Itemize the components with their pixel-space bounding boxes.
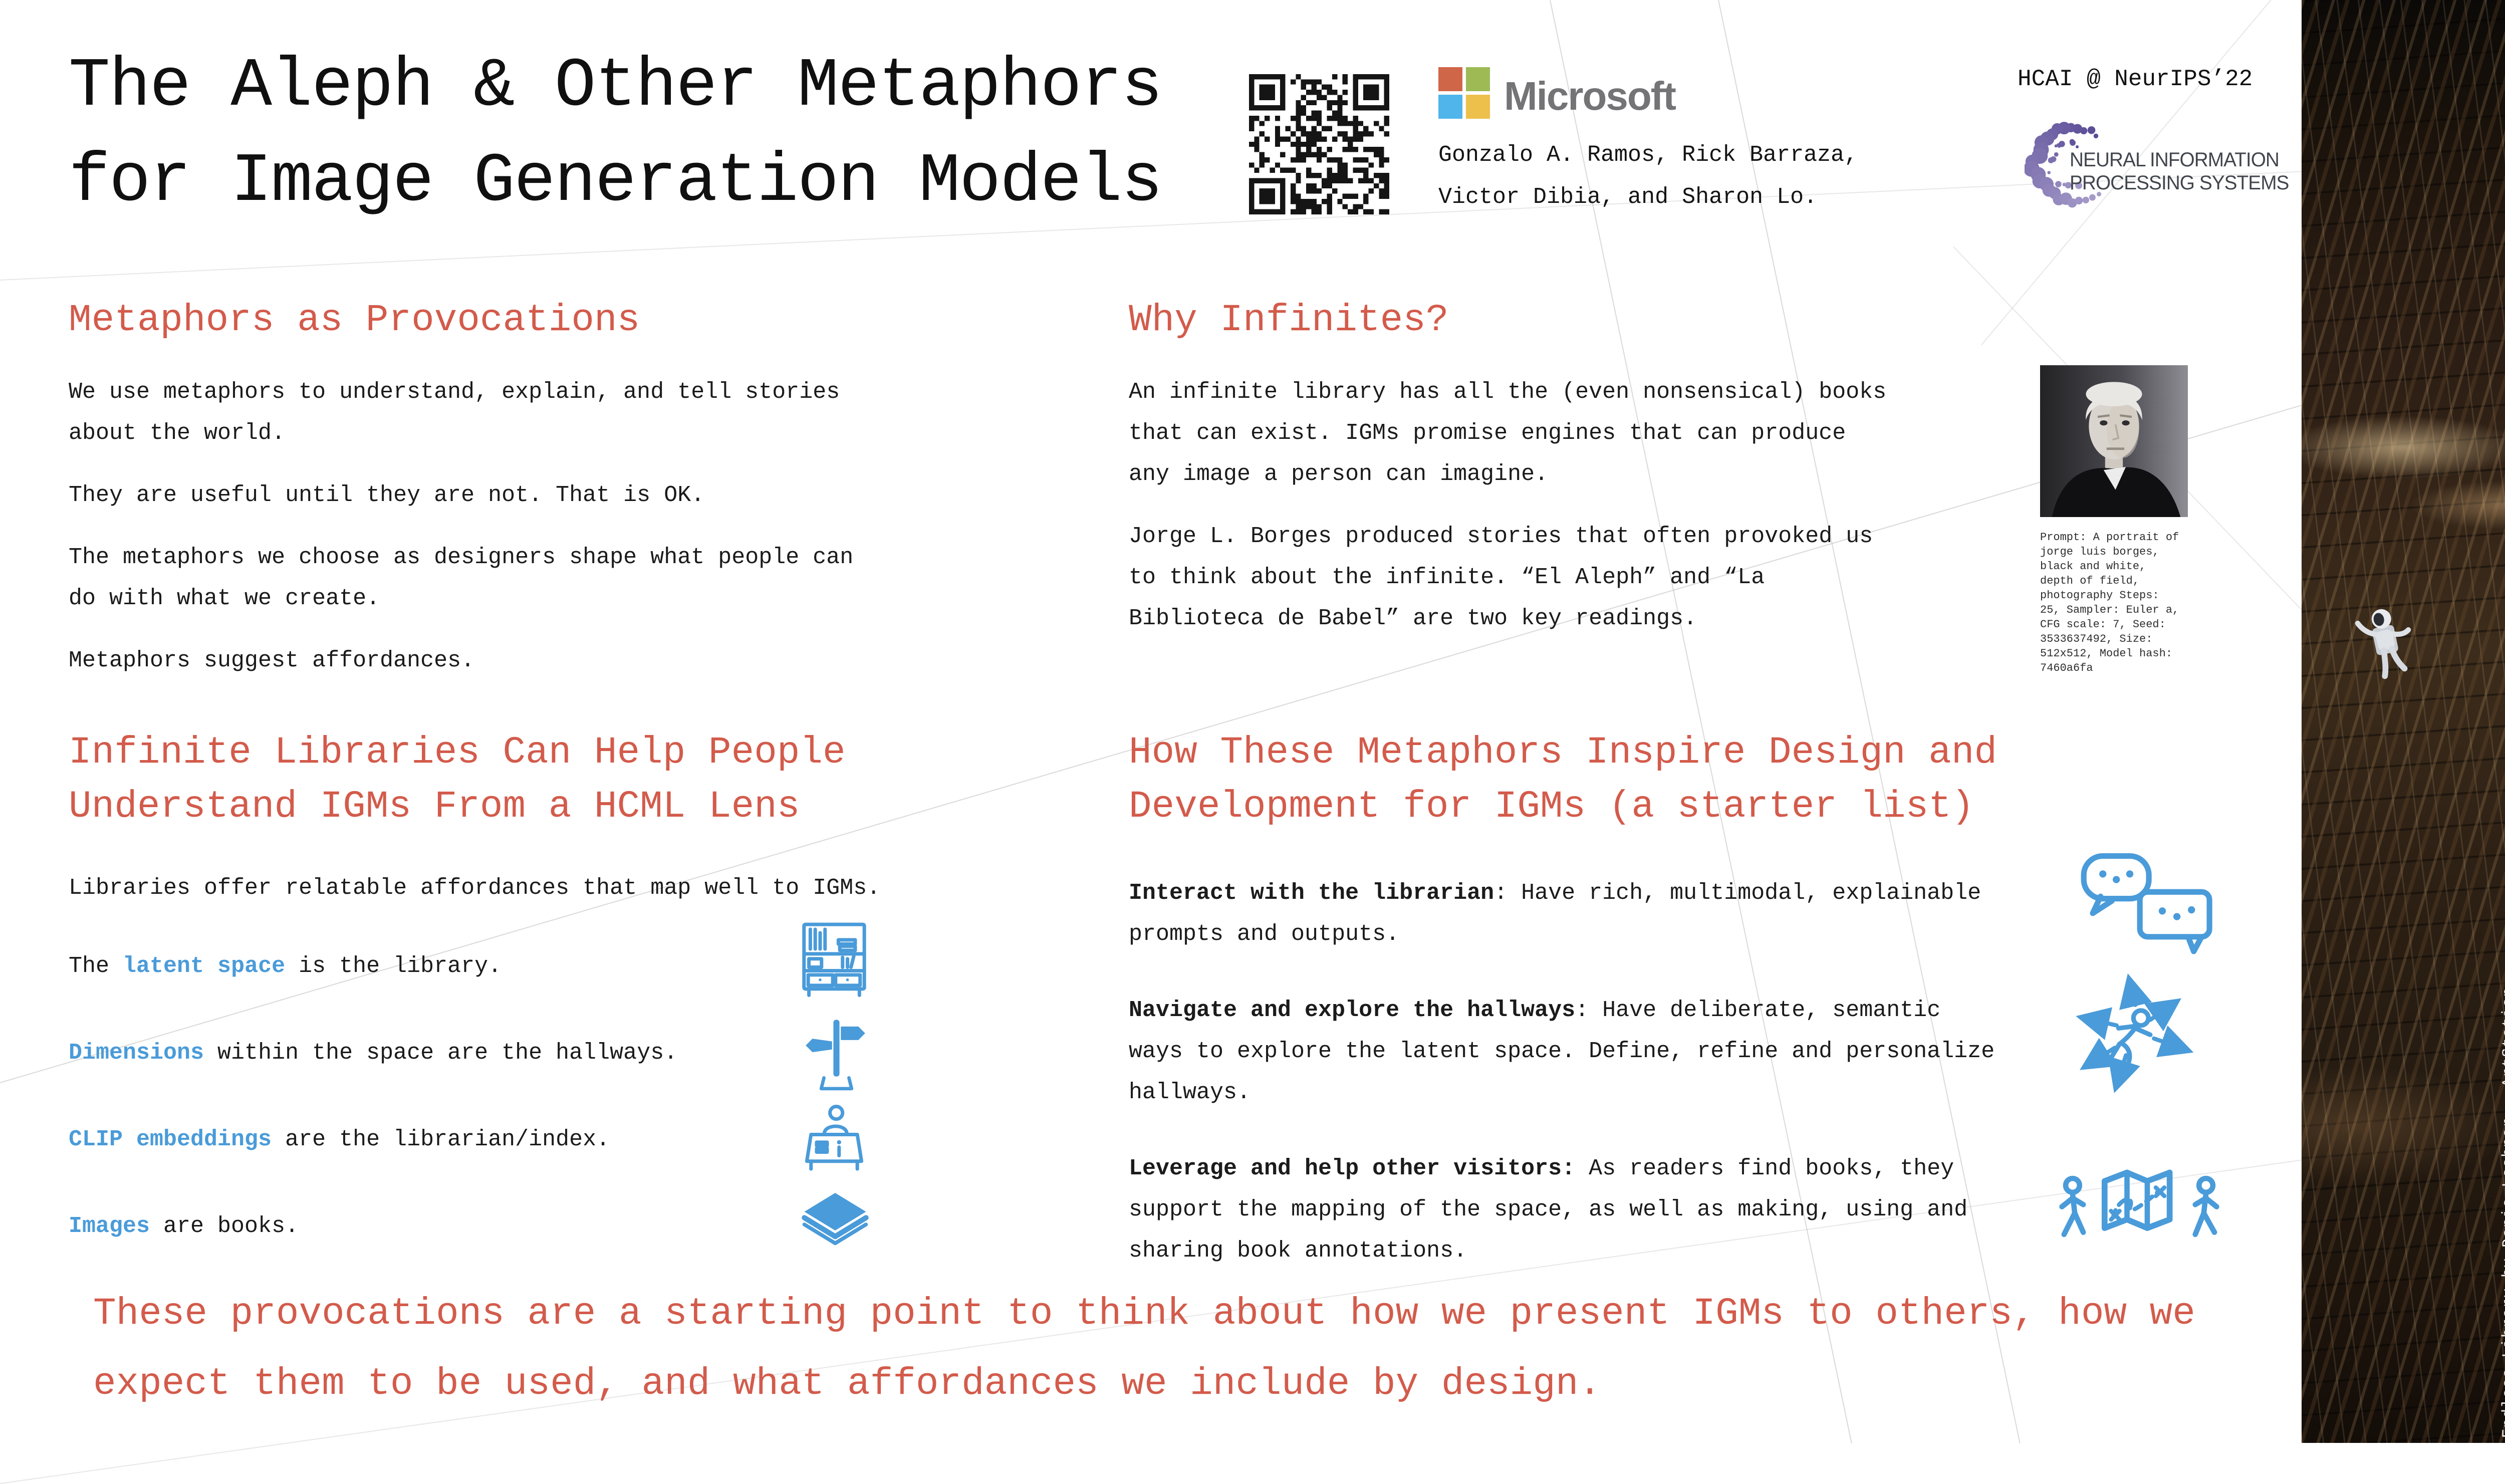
neurips-logo-text: NEURAL INFORMATION PROCESSING SYSTEMS [2070,149,2289,194]
paragraph: They are useful until they are not. That… [69,482,705,508]
microsoft-logo [1438,67,1490,119]
keyword-clip-embeddings: CLIP embeddings [69,1127,272,1152]
keyword-dimensions: Dimensions [69,1040,204,1066]
event-badge: HCAI @ NeurIPS’22 [2018,66,2253,92]
poster-title: The Aleph & Other Metaphors for Image Ge… [69,39,1163,229]
librarian-desk-icon [799,1102,869,1181]
paragraph: We use metaphors to understand, explain,… [69,379,840,446]
neurips-logo-icon [2023,117,2120,212]
mapping-row: Images are books. [69,1213,299,1239]
portrait-caption: Prompt: A portrait of jorge luis borges,… [2040,531,2179,674]
endless-library-artwork: Endless Library by Denis Loebner - ArtSt… [2302,0,2505,1443]
art-credit: Endless Library by Denis Loebner - ArtSt… [2500,986,2505,1438]
authors-line2: Victor Dibia, and Sharon Lo. [1438,184,1818,210]
astronaut-figure [2355,601,2420,709]
keyword-images: Images [69,1213,150,1239]
section-heading-inspire: How These Metaphors Inspire Design and D… [1129,731,1997,828]
explore-arrows-icon [2068,969,2203,1105]
inspire-item: Interact with the librarian: Have rich, … [1129,880,1981,947]
chat-bubbles-icon [2078,849,2218,956]
paragraph: An infinite library has all the (even no… [1129,379,1887,487]
borges-portrait-image [2040,365,2188,517]
paragraph: The metaphors we choose as designers sha… [69,545,854,611]
infinites-body: An infinite library has all the (even no… [1129,372,1898,660]
book-icon [798,1188,873,1258]
microsoft-wordmark: Microsoft [1504,74,1676,118]
provocations-body: We use metaphors to understand, explain,… [69,372,890,702]
section-heading-libraries: Infinite Libraries Can Help People Under… [69,731,846,828]
section-heading-provocations: Metaphors as Provocations [69,299,640,342]
microsoft-squares-icon [1438,67,1490,119]
paragraph: Jorge L. Borges produced stories that of… [1129,524,1873,631]
mapping-row: CLIP embeddings are the librarian/index. [69,1127,610,1152]
section-heading-infinites: Why Infinites? [1129,299,1449,342]
authors: Gonzalo A. Ramos, Rick Barraza, Victor D… [1438,134,1858,218]
poster-title-line1: The Aleph & Other Metaphors [69,48,1163,126]
authors-line1: Gonzalo A. Ramos, Rick Barraza, [1438,142,1858,168]
qr-code-icon [1249,74,1389,214]
inspire-item: Leverage and help other visitors: As rea… [1129,1156,1968,1264]
inspire-items: Interact with the librarian: Have rich, … [1129,873,2008,1293]
bookshelf-icon [799,921,869,1000]
visitors-map-icon [2057,1145,2222,1252]
mapping-row: Dimensions within the space are the hall… [69,1040,678,1066]
inspire-item: Navigate and explore the hallways: Have … [1129,998,1995,1105]
paragraph: Metaphors suggest affordances. [69,648,475,673]
poster-title-line2: for Image Generation Models [69,143,1163,221]
signpost-icon [802,1017,869,1093]
mapping-row: The latent space is the library. [69,953,502,979]
keyword-latent-space: latent space [123,953,286,979]
footer-statement: These provocations are a starting point … [93,1292,2195,1405]
libraries-intro: Libraries offer relatable affordances th… [69,875,881,901]
